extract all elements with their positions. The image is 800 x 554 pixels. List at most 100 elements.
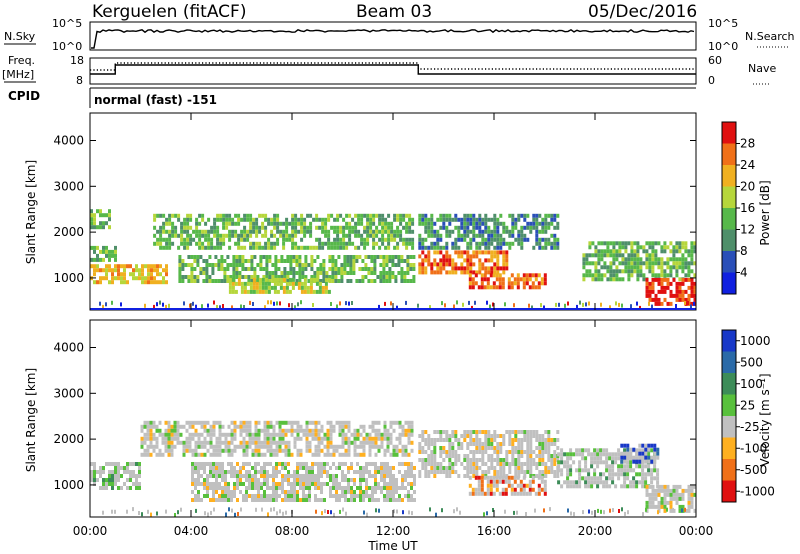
velocity-cell: [296, 448, 300, 453]
velocity-cell: [402, 510, 404, 515]
power-cell: [348, 301, 350, 306]
velocity-cell: [251, 466, 254, 470]
power-cell: [99, 225, 102, 230]
velocity-cell: [386, 470, 389, 474]
power-cell: [330, 245, 334, 250]
velocity-cell: [404, 478, 407, 482]
power-cell: [213, 229, 217, 234]
velocity-cell: [206, 482, 209, 486]
velocity-cell: [231, 508, 233, 513]
power-cell: [466, 225, 470, 230]
power-cell: [322, 275, 326, 279]
velocity-cell: [404, 486, 407, 490]
power-cell: [312, 217, 316, 222]
power-cell: [186, 225, 190, 230]
velocity-cell: [218, 466, 221, 470]
velocity-cell: [499, 446, 503, 450]
velocity-cell: [466, 430, 470, 434]
power-cell: [666, 261, 670, 266]
velocity-cell: [663, 504, 667, 509]
velocity-cell: [644, 459, 648, 464]
velocity-cell: [290, 424, 294, 429]
power-cell: [298, 279, 302, 283]
velocity-cell: [371, 462, 374, 466]
power-cell: [522, 281, 526, 286]
power-cell: [382, 255, 386, 259]
velocity-cell: [182, 448, 186, 453]
velocity-cell: [111, 462, 114, 466]
velocity-cell: [528, 487, 532, 492]
power-cell: [205, 267, 209, 271]
power-cell: [466, 250, 470, 255]
power-cell: [298, 275, 302, 279]
power-cell: [403, 275, 407, 279]
power-cell: [205, 263, 209, 267]
power-cell: [675, 285, 679, 290]
velocity-cell: [188, 436, 192, 441]
velocity-cell: [320, 482, 323, 486]
velocity-cell: [308, 482, 311, 486]
velocity-cell: [383, 494, 386, 498]
power-cell: [522, 273, 526, 278]
velocity-cell: [395, 452, 399, 457]
power-cell: [298, 255, 302, 259]
velocity-cell: [374, 436, 378, 441]
power-cell: [663, 273, 667, 278]
power-cell: [219, 241, 223, 246]
velocity-cell: [155, 444, 159, 449]
velocity-cell: [215, 440, 219, 445]
power-cell: [502, 241, 506, 246]
velocity-cell: [353, 478, 356, 482]
velocity-cell: [329, 420, 333, 425]
power-cell: [238, 255, 242, 259]
power-cell: [330, 225, 334, 230]
velocity-cell: [596, 476, 600, 481]
power-cell: [502, 266, 506, 271]
velocity-cell: [638, 448, 642, 453]
velocity-cell: [672, 488, 676, 493]
power-cell: [430, 270, 434, 275]
velocity-cell: [263, 498, 266, 502]
velocity-cell: [212, 494, 215, 498]
power-cell: [159, 213, 163, 218]
velocity-cell: [293, 490, 296, 494]
velocity-cell: [338, 444, 342, 449]
velocity-cell: [430, 458, 434, 462]
velocity-cell: [203, 452, 207, 457]
power-cell: [466, 258, 470, 263]
power-cell: [255, 241, 259, 246]
power-cell: [490, 250, 494, 255]
velocity-cell: [451, 430, 455, 434]
velocity-cell: [617, 456, 621, 461]
power-cell: [507, 277, 511, 282]
power-cell: [240, 289, 244, 294]
velocity-cell: [138, 511, 140, 515]
velocity-cell: [623, 448, 627, 453]
velocity-cell: [653, 443, 657, 448]
velocity-cell: [123, 482, 126, 486]
power-cell: [427, 217, 431, 222]
power-cell: [430, 262, 434, 267]
power-cell: [457, 245, 461, 250]
velocity-cell: [644, 480, 648, 485]
velocity-cell: [608, 472, 612, 477]
velocity-cell: [305, 478, 308, 482]
power-cell: [391, 271, 395, 275]
power-cell: [663, 289, 667, 294]
velocity-cell: [529, 466, 533, 470]
power-cell: [105, 276, 108, 281]
power-cell: [189, 303, 191, 308]
power-cell: [648, 257, 652, 262]
velocity-cell: [463, 438, 467, 442]
power-cell: [354, 225, 358, 230]
velocity-cell: [411, 511, 413, 516]
power-cell: [214, 263, 218, 267]
power-cell: [243, 237, 247, 242]
velocity-cell: [99, 474, 102, 478]
power-cell: [195, 221, 199, 226]
velocity-cell: [472, 454, 476, 458]
power-cell: [232, 271, 236, 275]
power-cell: [268, 275, 272, 279]
velocity-cell: [188, 432, 192, 437]
velocity-cell: [284, 428, 288, 433]
